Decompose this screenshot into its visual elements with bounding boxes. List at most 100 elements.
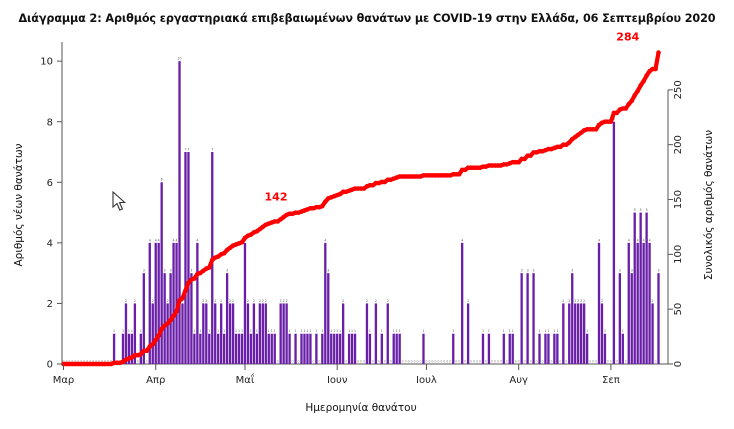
bar-value-label: 2 [652, 299, 654, 303]
bar [282, 303, 285, 364]
bar [648, 242, 651, 364]
bar [526, 273, 529, 364]
bar [258, 303, 262, 364]
bar-value-label: 3 [571, 269, 573, 273]
bar [240, 333, 244, 364]
bar-value-label: 2 [125, 299, 127, 303]
bar-zero-label: 0 [345, 359, 347, 363]
bar [133, 303, 137, 364]
cumulative-point [566, 140, 572, 145]
bar-value-label: 2 [134, 299, 136, 303]
bar-value-label: 1 [131, 329, 133, 333]
bar [353, 333, 357, 364]
bar-value-label: 1 [351, 329, 353, 333]
bar [234, 333, 238, 364]
bar-zero-label: 0 [607, 359, 609, 363]
bar-value-label: 6 [161, 178, 163, 182]
bar [279, 303, 282, 364]
bar [327, 273, 330, 364]
bar [187, 152, 190, 364]
y-tick-label-left: 8 [47, 117, 53, 128]
bar [222, 333, 226, 364]
bar-zero-label: 0 [443, 359, 445, 363]
bar-zero-label: 0 [372, 359, 374, 363]
bar-value-label: 2 [229, 299, 231, 303]
bar [582, 303, 586, 364]
bar-zero-label: 0 [62, 359, 64, 363]
bar [642, 242, 645, 364]
bar [553, 333, 556, 364]
bar [231, 303, 235, 364]
bar-value-label: 4 [176, 238, 178, 242]
bar-value-label: 1 [238, 329, 240, 333]
y-tick-label-right: 250 [673, 80, 684, 99]
bar [630, 273, 633, 364]
bar [160, 182, 163, 364]
bar-zero-label: 0 [414, 359, 416, 363]
bar [374, 303, 378, 364]
y-tick-label-left: 6 [47, 178, 53, 189]
cumulative-point [632, 93, 638, 98]
bar-zero-label: 0 [390, 359, 392, 363]
bar-value-label: 1 [193, 329, 195, 333]
bar-zero-label: 0 [95, 359, 97, 363]
bar-zero-label: 0 [83, 359, 85, 363]
bar-value-label: 1 [339, 329, 341, 333]
bar-value-label: 2 [259, 299, 261, 303]
cumulative-point [186, 280, 191, 286]
cumulative-point [638, 83, 643, 88]
bar-zero-label: 0 [74, 359, 76, 363]
bar-value-label: 1 [268, 329, 270, 333]
bar [202, 303, 205, 364]
bar-zero-label: 0 [298, 359, 300, 363]
bar [579, 303, 583, 364]
bar [341, 303, 345, 364]
x-axis-title: Ημερομηνία θανάτου [305, 402, 416, 414]
bar-value-label: 1 [330, 329, 332, 333]
y-axis-title-left: Αριθμός νέων θανάτων [13, 143, 25, 266]
bar [339, 333, 342, 364]
bar-value-label: 4 [628, 238, 630, 242]
bar-value-label: 1 [315, 329, 317, 333]
bar-value-label: 1 [538, 329, 540, 333]
bar-zero-label: 0 [473, 359, 475, 363]
bar [315, 333, 318, 364]
bar-zero-label: 0 [470, 359, 472, 363]
bar-zero-label: 0 [458, 359, 460, 363]
cumulative-point [656, 50, 661, 55]
bar-value-label: 4 [324, 238, 326, 242]
bar-value-label: 1 [544, 329, 546, 333]
bar-value-label: 4 [643, 238, 645, 242]
cumulative-point [180, 295, 185, 301]
bar-value-label: 1 [381, 329, 383, 333]
bar [285, 303, 288, 364]
bar-zero-label: 0 [408, 359, 410, 363]
bar-zero-label: 0 [464, 359, 466, 363]
bar [633, 212, 636, 364]
bar [237, 333, 241, 364]
bar-zero-label: 0 [431, 359, 433, 363]
bar-value-label: 1 [556, 329, 558, 333]
bar [336, 333, 339, 364]
bar [487, 333, 491, 364]
bar-zero-label: 0 [595, 359, 597, 363]
bar-zero-label: 0 [500, 359, 502, 363]
cumulative-point [644, 73, 649, 78]
bar-value-label: 1 [488, 329, 490, 333]
bar-zero-label: 0 [405, 359, 407, 363]
bar-value-label: 1 [354, 329, 356, 333]
y-tick-label-left: 0 [47, 360, 53, 371]
bar [217, 333, 220, 364]
bar-value-label: 1 [482, 329, 484, 333]
bar-value-label: 2 [286, 299, 288, 303]
cumulative-point [626, 101, 632, 107]
x-tick-label: Μαρ [53, 375, 75, 386]
bar [243, 242, 247, 364]
bar-value-label: 2 [205, 299, 207, 303]
bar [330, 333, 333, 364]
bar-value-label: 2 [280, 299, 282, 303]
bar [651, 303, 654, 364]
bar [365, 303, 369, 364]
bar-zero-label: 0 [107, 359, 109, 363]
